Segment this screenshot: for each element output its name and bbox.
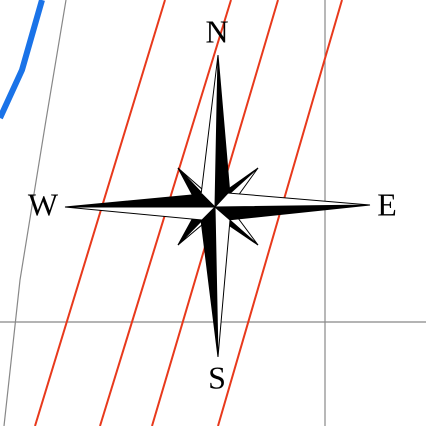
east-label: E	[377, 186, 397, 222]
compass-rose	[64, 54, 371, 358]
west-label: W	[28, 186, 59, 222]
compass-point	[213, 192, 371, 208]
compass-point	[214, 205, 231, 358]
north-label: N	[205, 13, 228, 49]
south-label: S	[208, 359, 226, 395]
river	[0, 0, 45, 120]
contour-line	[34, 0, 166, 426]
compass-point	[64, 206, 217, 221]
boundary-line	[3, 0, 67, 426]
